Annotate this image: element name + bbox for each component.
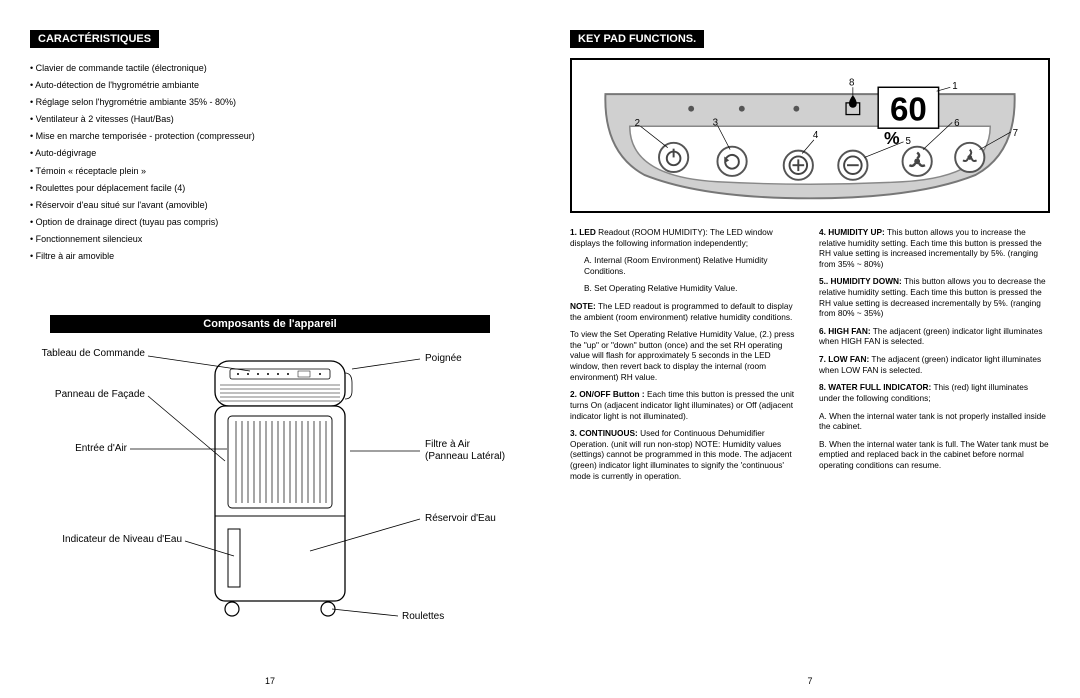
page-left: CARACTÉRISTIQUES Clavier de commande tac… — [0, 0, 540, 698]
paragraph: To view the Set Operating Relative Humid… — [570, 329, 801, 382]
instructions-col-1: 1. LED Readout (ROOM HUMIDITY): The LED … — [570, 227, 801, 488]
label-poignee: Poignée — [425, 353, 505, 365]
keypad-panel: 60 % — [570, 58, 1050, 213]
feature-item: Option de drainage direct (tuyau pas com… — [30, 214, 510, 231]
instructions-columns: 1. LED Readout (ROOM HUMIDITY): The LED … — [570, 227, 1050, 488]
feature-item: Auto-détection de l'hygrométrie ambiante — [30, 77, 510, 94]
feature-item: Clavier de commande tactile (électroniqu… — [30, 60, 510, 77]
feature-item: Réservoir d'eau situé sur l'avant (amovi… — [30, 197, 510, 214]
instructions-col-2: 4. HUMIDITY UP: This button allows you t… — [819, 227, 1050, 488]
feature-item: Filtre à air amovible — [30, 248, 510, 265]
label-panneau: Panneau de Façade — [30, 389, 145, 401]
svg-text:6: 6 — [954, 118, 959, 129]
label-entree: Entrée d'Air — [30, 443, 127, 455]
feature-list: Clavier de commande tactile (électroniqu… — [30, 60, 510, 265]
leader-lines — [30, 341, 510, 651]
components-header: Composants de l'appareil — [50, 315, 490, 333]
paragraph: B. When the internal water tank is full.… — [819, 439, 1050, 471]
label-tableau: Tableau de Commande — [30, 348, 145, 360]
paragraph: A. When the internal water tank is not p… — [819, 411, 1050, 432]
label-reservoir: Réservoir d'Eau — [425, 513, 515, 525]
svg-text:2: 2 — [635, 118, 640, 129]
keypad-illustration: 60 % — [572, 60, 1048, 211]
svg-text:7: 7 — [1013, 128, 1018, 139]
sub-item: A. Internal (Room Environment) Relative … — [570, 255, 801, 276]
svg-text:1: 1 — [952, 81, 957, 92]
feature-item: Réglage selon l'hygrométrie ambiante 35%… — [30, 94, 510, 111]
label-indicateur: Indicateur de Niveau d'Eau — [30, 534, 182, 546]
label-roulettes: Roulettes — [402, 611, 482, 623]
page-number-left: 17 — [0, 676, 540, 686]
device-diagram: Tableau de Commande Panneau de Façade En… — [30, 341, 510, 651]
svg-text:8: 8 — [849, 77, 854, 88]
feature-item: Roulettes pour déplacement facile (4) — [30, 180, 510, 197]
features-header: CARACTÉRISTIQUES — [30, 30, 159, 48]
svg-text:%: % — [884, 128, 900, 148]
label-filtre: Filtre à Air (Panneau Latéral) — [425, 439, 510, 462]
svg-text:4: 4 — [813, 130, 819, 141]
svg-text:5: 5 — [905, 136, 910, 147]
page-right: KEY PAD FUNCTIONS. 60 % — [540, 0, 1080, 698]
feature-item: Auto-dégivrage — [30, 145, 510, 162]
svg-text:60: 60 — [890, 91, 927, 128]
feature-item: Mise en marche temporisée - protection (… — [30, 128, 510, 145]
svg-text:3: 3 — [713, 117, 718, 128]
feature-item: Témoin « réceptacle plein » — [30, 163, 510, 180]
keypad-header: KEY PAD FUNCTIONS. — [570, 30, 704, 48]
feature-item: Ventilateur à 2 vitesses (Haut/Bas) — [30, 111, 510, 128]
sub-item: B. Set Operating Relative Humidity Value… — [570, 283, 801, 294]
page-number-right: 7 — [540, 676, 1080, 686]
feature-item: Fonctionnement silencieux — [30, 231, 510, 248]
